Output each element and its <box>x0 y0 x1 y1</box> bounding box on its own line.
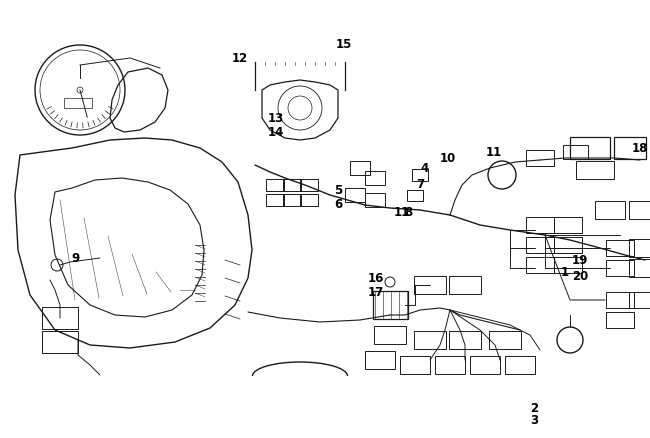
Bar <box>266 194 284 206</box>
Text: 2: 2 <box>530 402 538 414</box>
Bar <box>489 331 521 349</box>
Text: 12: 12 <box>232 52 248 64</box>
Bar <box>407 190 423 201</box>
Bar <box>562 145 588 159</box>
Bar <box>372 291 408 319</box>
Bar <box>606 240 634 256</box>
Bar <box>470 356 500 374</box>
Bar <box>400 356 430 374</box>
Bar <box>629 239 650 257</box>
Bar <box>365 171 385 185</box>
Bar <box>42 331 78 353</box>
Text: 3: 3 <box>530 413 538 427</box>
Bar <box>345 188 365 202</box>
Text: 5: 5 <box>334 184 342 197</box>
Bar <box>435 356 465 374</box>
Bar <box>42 307 78 329</box>
Bar <box>365 193 385 207</box>
Bar <box>526 257 554 273</box>
Bar <box>365 351 395 369</box>
Bar <box>266 179 284 191</box>
Bar <box>414 331 446 349</box>
Text: 8: 8 <box>404 205 412 219</box>
Text: 10: 10 <box>440 152 456 165</box>
Bar <box>526 217 554 233</box>
Text: 13: 13 <box>268 112 284 124</box>
Bar <box>526 237 554 253</box>
Bar <box>505 356 535 374</box>
Bar <box>374 326 406 344</box>
Text: 9: 9 <box>72 251 80 265</box>
Bar <box>64 98 92 108</box>
Bar <box>629 201 650 219</box>
Text: 1: 1 <box>561 265 569 279</box>
Bar <box>606 312 634 328</box>
Bar <box>606 292 634 308</box>
Bar <box>614 137 646 159</box>
Bar <box>606 260 634 276</box>
Text: 7: 7 <box>416 177 424 191</box>
Bar <box>449 331 481 349</box>
Bar <box>449 276 481 294</box>
Bar <box>283 179 301 191</box>
Bar <box>554 257 582 273</box>
Text: 6: 6 <box>334 198 342 211</box>
Text: 19: 19 <box>572 254 588 266</box>
Text: 17: 17 <box>368 286 384 299</box>
Bar <box>350 161 370 175</box>
Bar <box>412 169 428 181</box>
Bar <box>283 194 301 206</box>
Text: 11: 11 <box>486 145 502 159</box>
Text: 18: 18 <box>632 141 648 155</box>
Bar <box>300 179 318 191</box>
Bar <box>300 194 318 206</box>
Bar <box>526 150 554 166</box>
Text: 11: 11 <box>394 205 410 219</box>
Bar <box>554 217 582 233</box>
Bar <box>595 201 625 219</box>
Text: 16: 16 <box>368 272 384 285</box>
Bar <box>629 259 650 277</box>
Bar <box>576 161 614 179</box>
Text: 20: 20 <box>572 269 588 283</box>
Text: 14: 14 <box>268 126 284 138</box>
Bar <box>554 237 582 253</box>
Text: 4: 4 <box>421 162 429 174</box>
Bar <box>414 276 446 294</box>
Bar <box>570 137 610 159</box>
Bar <box>629 292 650 308</box>
Text: 15: 15 <box>336 38 352 50</box>
